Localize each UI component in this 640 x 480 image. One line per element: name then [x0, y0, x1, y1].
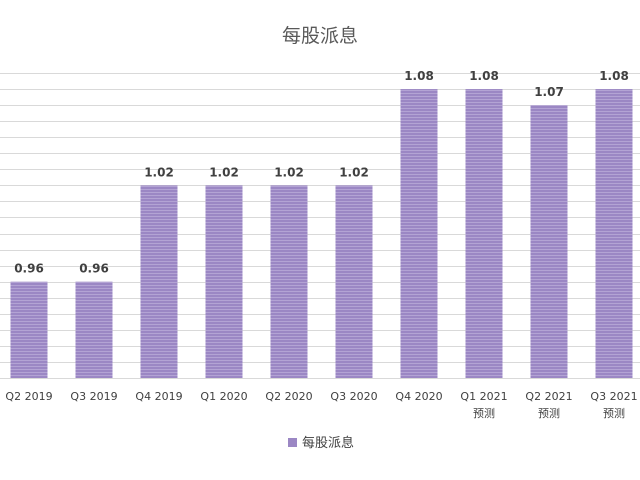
- bar-9: [595, 89, 633, 379]
- bars: [10, 89, 633, 379]
- x-tick-label-7-1: 预测: [473, 407, 495, 420]
- data-label-6: 1.08: [404, 69, 434, 83]
- legend-label: 每股派息: [302, 435, 354, 451]
- x-tick-labels: Q2 2019 Q3 2019 Q4 2019 Q1 2020 Q2 2020 Q3 20…: [5, 390, 637, 420]
- legend: 每股派息: [288, 435, 354, 451]
- bar-4: [270, 185, 308, 378]
- bar-1: [75, 281, 113, 378]
- bar-8: [530, 105, 568, 378]
- data-label-0: 0.96: [14, 262, 44, 276]
- data-label-5: 1.02: [339, 165, 369, 179]
- x-tick-label-3-0: Q1 2020: [200, 390, 247, 403]
- legend-swatch: [288, 438, 297, 447]
- bar-5: [335, 185, 373, 378]
- chart-title: 每股派息: [282, 25, 358, 47]
- data-label-4: 1.02: [274, 165, 304, 179]
- bar-7: [465, 89, 503, 379]
- x-tick-label-8-1: 预测: [538, 407, 560, 420]
- bar-2: [140, 185, 178, 378]
- bar-6: [400, 89, 438, 379]
- data-label-3: 1.02: [209, 165, 239, 179]
- x-tick-label-9-0: Q3 2021: [590, 390, 637, 403]
- x-tick-label-4-0: Q2 2020: [265, 390, 312, 403]
- bar-3: [205, 185, 243, 378]
- x-tick-label-8-0: Q2 2021: [525, 390, 572, 403]
- bar-0: [10, 281, 48, 378]
- x-tick-label-2-0: Q4 2019: [135, 390, 182, 403]
- x-tick-label-1-0: Q3 2019: [70, 390, 117, 403]
- x-tick-label-0-0: Q2 2019: [5, 390, 52, 403]
- x-tick-label-6-0: Q4 2020: [395, 390, 442, 403]
- x-tick-label-5-0: Q3 2020: [330, 390, 377, 403]
- data-label-2: 1.02: [144, 165, 174, 179]
- data-label-7: 1.08: [469, 69, 499, 83]
- x-tick-label-9-1: 预测: [603, 407, 625, 420]
- data-label-1: 0.96: [79, 262, 109, 276]
- data-label-8: 1.07: [534, 85, 564, 99]
- data-label-9: 1.08: [599, 69, 629, 83]
- x-tick-label-7-0: Q1 2021: [460, 390, 507, 403]
- data-labels: 0.96 0.96 1.02 1.02 1.02 1.02 1.08 1.08 1.07 1.08: [14, 69, 629, 276]
